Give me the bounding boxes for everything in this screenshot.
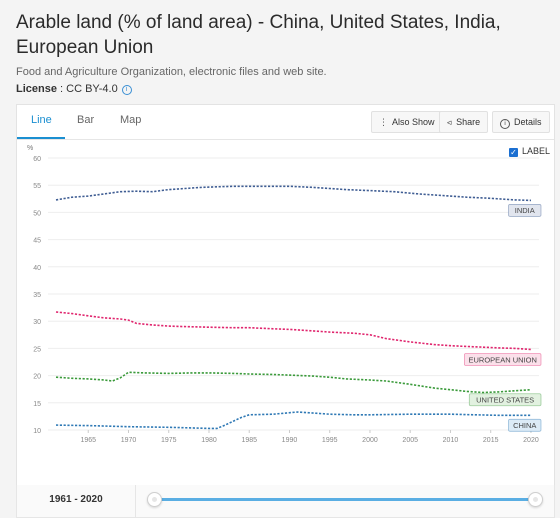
vertical-dots-icon: ⋮	[379, 117, 388, 127]
y-tick-label: 25	[33, 346, 41, 353]
series-line	[55, 185, 532, 202]
x-tick-label: 2015	[483, 437, 499, 444]
y-tick-label: 35	[33, 292, 41, 299]
also-show-button[interactable]: ⋮ Also Show	[371, 111, 443, 133]
series-line	[55, 371, 532, 394]
series-label: EUROPEAN UNION	[469, 355, 537, 364]
y-tick-label: 50	[33, 210, 41, 217]
series-label: INDIA	[515, 206, 535, 215]
time-range-bar: 1961 - 2020	[16, 485, 555, 518]
x-tick-label: 2000	[362, 437, 378, 444]
series-label-box	[508, 204, 542, 217]
series-label: UNITED STATES	[476, 396, 534, 405]
tab-map[interactable]: Map	[120, 114, 142, 126]
x-tick-label: 1970	[121, 437, 137, 444]
x-tick-label: 2020	[523, 437, 539, 444]
also-show-label: Also Show	[392, 117, 435, 127]
x-tick-label: 1980	[201, 437, 217, 444]
x-tick-label: 1990	[282, 437, 298, 444]
line-chart: 10 15 20 25 30 35 40 45 50 55 60% 1965 1970 1975 1980 1…	[27, 145, 542, 444]
x-tick-label: 1975	[161, 437, 177, 444]
license-label: License	[16, 83, 57, 95]
range-end-handle[interactable]	[528, 492, 543, 507]
range-slider-track[interactable]	[153, 498, 537, 501]
details-button[interactable]: i Details	[492, 111, 550, 133]
series-label: CHINA	[513, 421, 536, 430]
label-toggle-text: LABEL	[522, 146, 551, 156]
share-icon: ⪦	[447, 117, 453, 127]
license: License : CC BY-4.0 i	[16, 83, 132, 95]
y-tick-label: 40	[33, 265, 41, 272]
y-tick-label: 10	[33, 428, 41, 435]
label-toggle[interactable]: ✓ LABEL	[509, 146, 550, 157]
x-tick-label: 2010	[443, 437, 459, 444]
share-label: Share	[456, 117, 481, 127]
x-tick-label: 1995	[322, 437, 338, 444]
series-label-box	[463, 353, 542, 366]
view-tabs: Line Bar Map ⋮ Also Show ⪦ Share i Details	[17, 105, 554, 140]
share-button[interactable]: ⪦ Share	[439, 111, 489, 133]
y-tick-label: 60	[33, 156, 41, 163]
license-value: : CC BY-4.0	[56, 83, 118, 95]
checkbox-checked-icon[interactable]: ✓	[509, 148, 518, 157]
active-tab-indicator	[17, 137, 65, 139]
source-note: Food and Agriculture Organization, elect…	[16, 66, 327, 78]
series-line	[55, 411, 531, 430]
range-label: 1961 - 2020	[17, 485, 136, 517]
x-tick-label: 1965	[80, 437, 96, 444]
tab-bar[interactable]: Bar	[77, 114, 95, 126]
series-label-box	[508, 418, 542, 432]
chart-card: Line Bar Map ⋮ Also Show ⪦ Share i Details …	[16, 104, 555, 486]
x-tick-label: 1985	[241, 437, 257, 444]
info-icon[interactable]: i	[121, 85, 132, 95]
tab-line[interactable]: Line	[31, 114, 52, 126]
y-tick-label: 15	[33, 401, 41, 408]
series-line	[55, 311, 532, 351]
x-tick-label: 2005	[402, 437, 418, 444]
y-tick-label: 45	[33, 238, 41, 245]
y-axis-label: %	[27, 145, 33, 152]
page-title: Arable land (% of land area) - China, Un…	[16, 12, 501, 58]
series-label-box	[468, 393, 542, 407]
y-tick-label: 20	[33, 374, 41, 381]
y-tick-label: 55	[33, 183, 41, 190]
details-icon: i	[500, 119, 510, 129]
y-tick-label: 30	[33, 319, 41, 326]
details-label: Details	[514, 117, 542, 127]
range-start-handle[interactable]	[147, 492, 162, 507]
